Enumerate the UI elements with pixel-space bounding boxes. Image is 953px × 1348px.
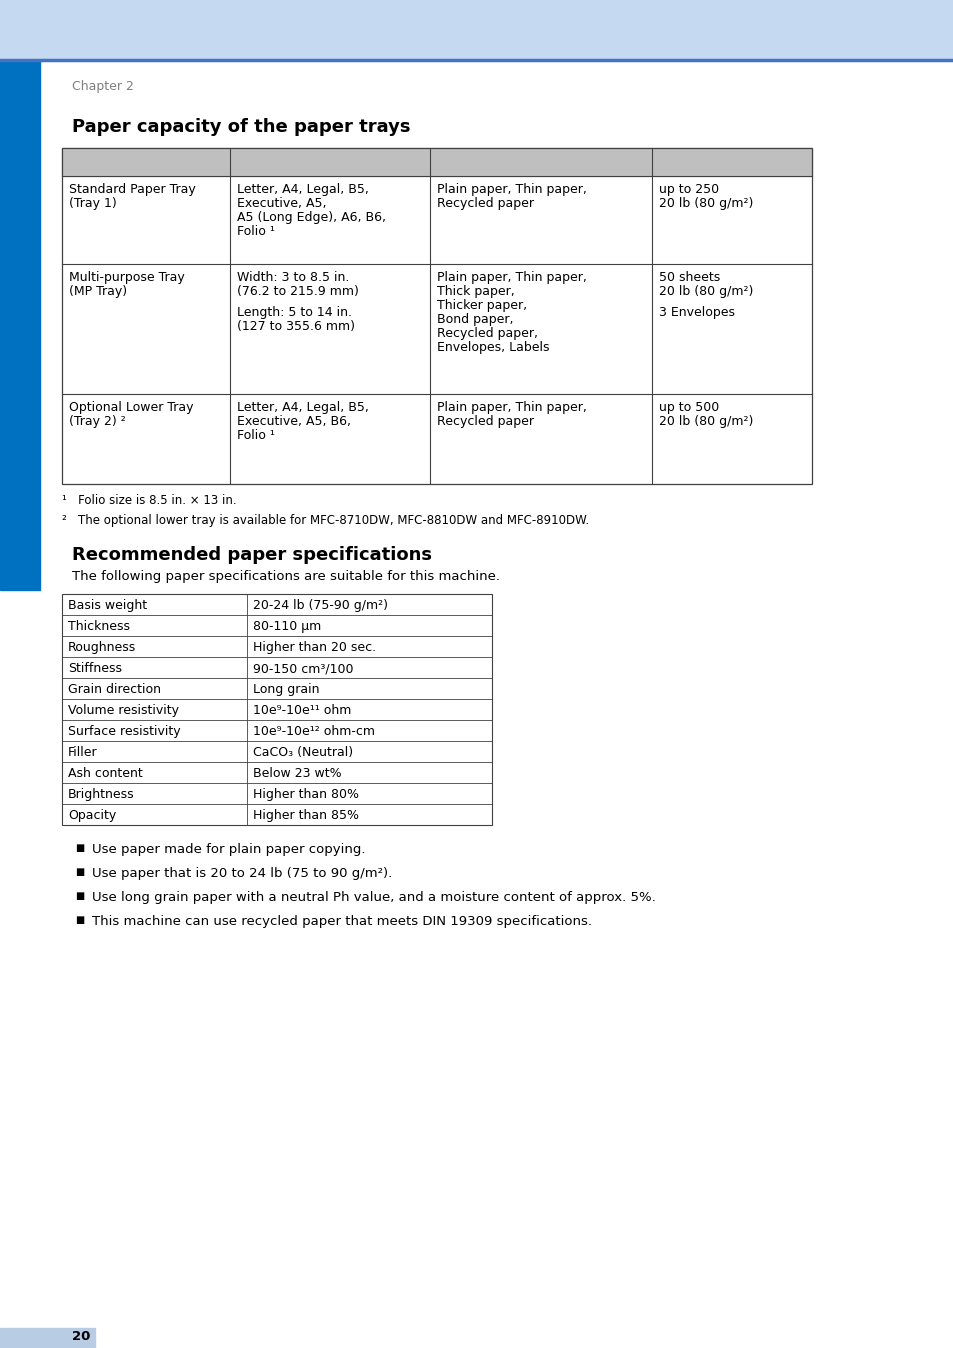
Text: Letter, A4, Legal, B5,: Letter, A4, Legal, B5, [236,183,369,195]
Text: Plain paper, Thin paper,: Plain paper, Thin paper, [436,400,586,414]
Text: ■: ■ [75,915,84,925]
Text: (Tray 2) ²: (Tray 2) ² [69,415,126,429]
Text: (127 to 355.6 mm): (127 to 355.6 mm) [236,319,355,333]
Text: A5 (Long Edge), A6, B6,: A5 (Long Edge), A6, B6, [236,212,386,224]
Text: Thicker paper,: Thicker paper, [436,299,527,311]
Text: Use long grain paper with a neutral Ph value, and a moisture content of approx. : Use long grain paper with a neutral Ph v… [91,891,655,905]
Text: Use paper that is 20 to 24 lb (75 to 90 g/m²).: Use paper that is 20 to 24 lb (75 to 90 … [91,867,392,880]
Text: No. of sheets: No. of sheets [659,154,751,166]
Text: Length: 5 to 14 in.: Length: 5 to 14 in. [236,306,352,319]
Text: 80-110 μm: 80-110 μm [253,620,321,634]
Text: The following paper specifications are suitable for this machine.: The following paper specifications are s… [71,570,499,582]
Text: Recommended paper specifications: Recommended paper specifications [71,546,432,563]
Text: Grain direction: Grain direction [68,683,161,696]
Text: 50 sheets: 50 sheets [659,271,720,284]
Text: ²   The optional lower tray is available for MFC-8710DW, MFC-8810DW and MFC-8910: ² The optional lower tray is available f… [62,514,589,527]
Bar [62,148,811,484]
Text: Executive, A5,: Executive, A5, [236,197,326,210]
Text: Recycled paper: Recycled paper [436,197,534,210]
Text: Basis weight: Basis weight [68,599,147,612]
Text: (MP Tray): (MP Tray) [69,284,127,298]
Text: ■: ■ [75,867,84,878]
Text: Executive, A5, B6,: Executive, A5, B6, [236,415,351,429]
Text: Below 23 wt%: Below 23 wt% [253,767,341,780]
Text: Long grain: Long grain [253,683,319,696]
Text: Multi-purpose Tray: Multi-purpose Tray [69,271,185,284]
Text: This machine can use recycled paper that meets DIN 19309 specifications.: This machine can use recycled paper that… [91,915,592,927]
Bar [0,61,40,590]
Text: Plain paper, Thin paper,: Plain paper, Thin paper, [436,271,586,284]
Text: Envelopes, Labels: Envelopes, Labels [436,341,549,355]
Text: Width: 3 to 8.5 in.: Width: 3 to 8.5 in. [236,271,349,284]
Text: Use paper made for plain paper copying.: Use paper made for plain paper copying. [91,842,365,856]
Text: 20 lb (80 g/m²): 20 lb (80 g/m²) [659,415,753,429]
Text: 10e⁹-10e¹¹ ohm: 10e⁹-10e¹¹ ohm [253,704,351,717]
Text: Volume resistivity: Volume resistivity [68,704,179,717]
Text: Opacity: Opacity [68,809,116,822]
Text: Stiffness: Stiffness [68,662,122,675]
Text: Brightness: Brightness [68,789,134,801]
Text: Thickness: Thickness [68,620,130,634]
Text: 20 lb (80 g/m²): 20 lb (80 g/m²) [659,197,753,210]
Text: Higher than 20 sec.: Higher than 20 sec. [253,642,375,654]
Text: ■: ■ [75,891,84,900]
Text: Paper capacity of the paper trays: Paper capacity of the paper trays [71,119,410,136]
Bar [0,1328,95,1348]
Text: Filler: Filler [68,745,97,759]
Text: ¹   Folio size is 8.5 in. × 13 in.: ¹ Folio size is 8.5 in. × 13 in. [62,493,236,507]
Bar [62,594,492,825]
Text: Folio ¹: Folio ¹ [236,429,274,442]
Text: Paper size: Paper size [236,154,309,166]
Text: 20: 20 [71,1330,91,1343]
Text: up to 500: up to 500 [659,400,719,414]
Text: Higher than 80%: Higher than 80% [253,789,358,801]
Text: 20 lb (80 g/m²): 20 lb (80 g/m²) [659,284,753,298]
Text: Recycled paper,: Recycled paper, [436,328,537,340]
Text: Higher than 85%: Higher than 85% [253,809,358,822]
Text: Thick paper,: Thick paper, [436,284,515,298]
Text: Roughness: Roughness [68,642,136,654]
Text: CaCO₃ (Neutral): CaCO₃ (Neutral) [253,745,353,759]
Bar [0,0,953,61]
Text: Surface resistivity: Surface resistivity [68,725,180,737]
Text: 3 Envelopes: 3 Envelopes [659,306,734,319]
Text: 20-24 lb (75-90 g/m²): 20-24 lb (75-90 g/m²) [253,599,388,612]
Text: 10e⁹-10e¹² ohm-cm: 10e⁹-10e¹² ohm-cm [253,725,375,737]
Text: (76.2 to 215.9 mm): (76.2 to 215.9 mm) [236,284,358,298]
Text: Letter, A4, Legal, B5,: Letter, A4, Legal, B5, [236,400,369,414]
Text: (Tray 1): (Tray 1) [69,197,116,210]
Text: Recycled paper: Recycled paper [436,415,534,429]
Text: Folio ¹: Folio ¹ [236,225,274,239]
Text: Optional Lower Tray: Optional Lower Tray [69,400,193,414]
Text: Bond paper,: Bond paper, [436,313,513,326]
Text: Plain paper, Thin paper,: Plain paper, Thin paper, [436,183,586,195]
Text: Standard Paper Tray: Standard Paper Tray [69,183,195,195]
Text: up to 250: up to 250 [659,183,719,195]
Text: Paper types: Paper types [436,154,520,166]
Text: Chapter 2: Chapter 2 [71,80,133,93]
Text: 90-150 cm³/100: 90-150 cm³/100 [253,662,354,675]
Text: ■: ■ [75,842,84,853]
Text: Ash content: Ash content [68,767,143,780]
Bar [62,148,811,177]
